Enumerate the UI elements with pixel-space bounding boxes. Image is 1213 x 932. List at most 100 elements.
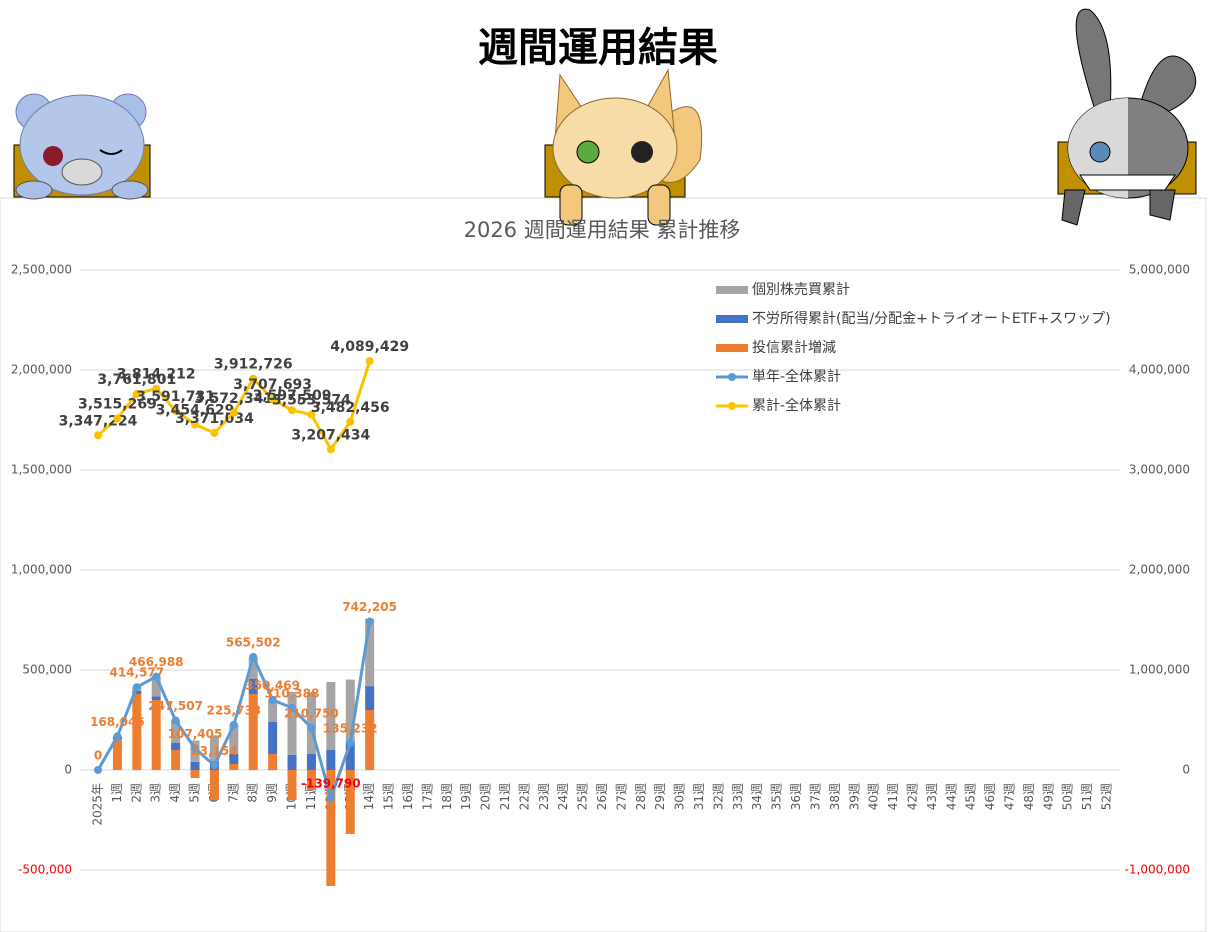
y-tick-label: 2,500,000 [11, 263, 72, 277]
line-point [94, 766, 102, 774]
x-tick-label: 28週 [634, 783, 648, 810]
legend-swatch [716, 315, 748, 323]
bar [132, 690, 142, 694]
x-tick-label: 2週 [129, 783, 143, 803]
bar [268, 722, 278, 754]
line-point [113, 732, 122, 741]
bar [365, 686, 375, 710]
y-tick-label: 1,500,000 [11, 463, 72, 477]
line-point [210, 761, 219, 770]
x-tick-label: 20週 [479, 783, 493, 810]
y2-tick-label: 0 [1182, 763, 1190, 777]
x-tick-label: 15週 [382, 783, 396, 810]
data-label: 3,814,212 [117, 367, 196, 383]
x-tick-label: 41週 [886, 783, 900, 810]
line-point [346, 738, 355, 747]
line-point [94, 431, 102, 440]
data-label: 225,733 [206, 703, 261, 717]
data-label: 310,388 [265, 686, 320, 700]
data-label: 3,207,434 [291, 427, 370, 443]
legend-swatch [716, 286, 748, 294]
bar [287, 754, 297, 770]
line-point [191, 420, 200, 429]
y-tick-label: 2,000,000 [11, 363, 72, 377]
data-label: 3,454,629 [156, 403, 235, 419]
x-tick-label: 4週 [168, 783, 182, 803]
data-label: 247,507 [148, 699, 203, 713]
bar [190, 761, 200, 770]
bar [132, 694, 142, 770]
x-tick-label: 8週 [246, 783, 260, 803]
line-point [249, 652, 258, 661]
x-tick-label: 23週 [537, 783, 551, 810]
bar [229, 724, 239, 754]
data-label: 0 [94, 749, 102, 763]
x-tick-label: 38週 [828, 783, 842, 810]
bar [326, 770, 336, 886]
data-label: 210,750 [284, 706, 339, 720]
bar [151, 700, 161, 770]
bar [248, 656, 258, 679]
legend-swatch [716, 344, 748, 352]
data-label: 3,482,456 [311, 400, 390, 416]
y-tick-label: 500,000 [22, 663, 72, 677]
data-label: 3,572,341 [194, 391, 273, 407]
data-label: 350,469 [245, 678, 300, 692]
data-label: 3,912,726 [214, 357, 293, 373]
bar [306, 692, 316, 754]
data-label: 3,371,034 [175, 411, 254, 427]
y-tick-label: 0 [64, 763, 72, 777]
y2-tick-label: 1,000,000 [1129, 663, 1190, 677]
legend-swatch [728, 402, 736, 410]
line-point [307, 410, 316, 419]
line-point [249, 374, 258, 383]
bar [151, 696, 161, 700]
bar [229, 754, 239, 764]
line-point [132, 683, 141, 692]
data-label: 3,347,224 [59, 413, 138, 429]
line-point [365, 617, 374, 626]
bar [345, 679, 355, 742]
line-point [326, 445, 335, 454]
chart-title: 2026 週間運用結果 累計推移 [464, 218, 741, 242]
line-point [365, 357, 374, 366]
line-point [132, 389, 141, 398]
x-tick-label: 47週 [1002, 783, 1016, 810]
x-tick-label: 24週 [556, 783, 570, 810]
bar [248, 694, 258, 770]
bar [365, 618, 375, 687]
line-point [326, 793, 335, 802]
data-label: 414,577 [109, 666, 164, 680]
bar [248, 679, 258, 694]
bar [268, 754, 278, 770]
x-tick-label: 45週 [964, 783, 978, 810]
line-point [171, 406, 180, 415]
bar [229, 764, 239, 770]
x-tick-label: 5週 [188, 783, 202, 803]
x-tick-label: 27週 [614, 783, 628, 810]
x-tick-label: 39週 [847, 783, 861, 810]
y2-tick-label: 5,000,000 [1129, 263, 1190, 277]
x-tick-label: 42週 [905, 783, 919, 810]
x-tick-label: 22週 [517, 783, 531, 810]
x-tick-label: 43週 [925, 783, 939, 810]
x-tick-label: 35週 [770, 783, 784, 810]
data-label: 23,154 [191, 744, 237, 758]
x-tick-label: 2025年 [91, 783, 105, 826]
line-point [288, 406, 297, 415]
line-point [268, 695, 277, 704]
line-point [210, 428, 219, 437]
line-point [191, 744, 200, 753]
bar [306, 770, 316, 790]
bar [209, 770, 219, 800]
x-tick-label: 33週 [731, 783, 745, 810]
chart-frame [0, 197, 1207, 932]
x-tick-label: 9週 [265, 783, 279, 803]
x-tick-label: 44週 [944, 783, 958, 810]
line-point [229, 408, 238, 417]
line-point [152, 672, 161, 681]
bar [345, 742, 355, 770]
data-label: 3,761,801 [97, 372, 176, 388]
line-point [171, 716, 180, 725]
